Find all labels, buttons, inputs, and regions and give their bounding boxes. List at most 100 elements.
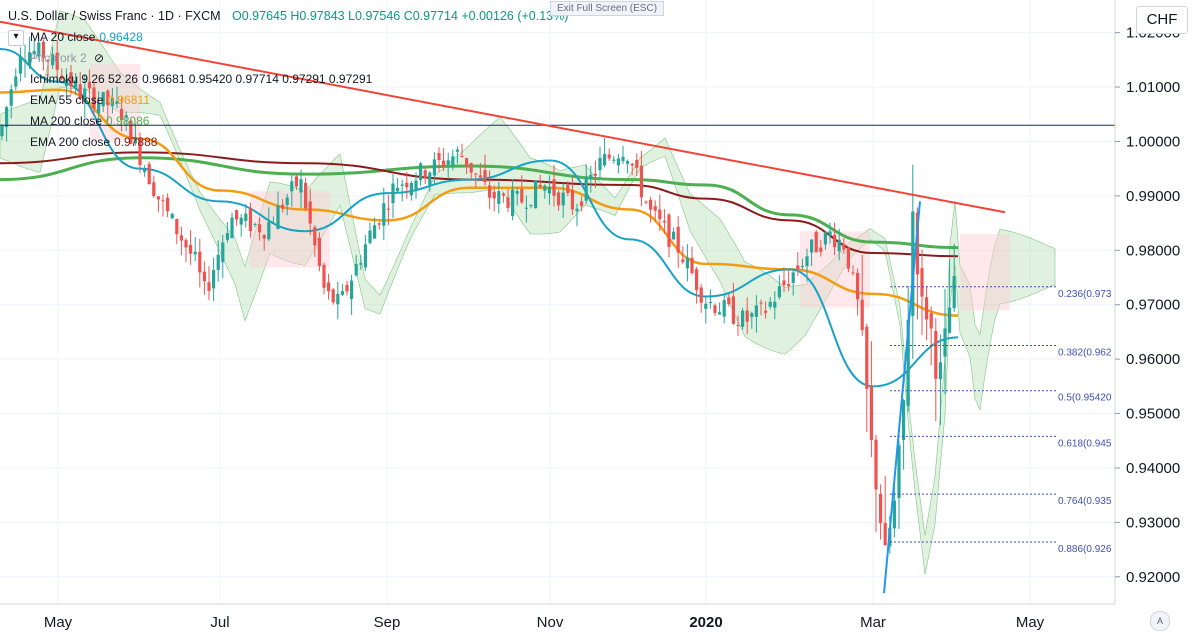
candle[interactable] — [892, 500, 896, 529]
auto-scale-button[interactable]: A — [1150, 611, 1170, 631]
candle[interactable] — [74, 80, 78, 88]
candle[interactable] — [455, 149, 459, 152]
candle[interactable] — [55, 52, 59, 70]
candle[interactable] — [874, 439, 878, 490]
candle[interactable] — [639, 165, 643, 198]
hidden-eye-icon[interactable]: ⊘ — [90, 51, 105, 65]
candle[interactable] — [745, 310, 749, 322]
candle[interactable] — [704, 303, 708, 309]
candle[interactable] — [101, 92, 105, 107]
candle[interactable] — [759, 302, 763, 304]
candle[interactable] — [478, 175, 482, 178]
candle[interactable] — [598, 157, 602, 171]
candle[interactable] — [593, 173, 597, 176]
candle[interactable] — [773, 301, 777, 308]
candle[interactable] — [580, 201, 584, 207]
candle[interactable] — [212, 269, 216, 289]
candle[interactable] — [442, 160, 446, 167]
candle[interactable] — [106, 90, 110, 106]
candle[interactable] — [782, 280, 786, 286]
candle[interactable] — [156, 196, 160, 200]
candle[interactable] — [115, 101, 119, 104]
candle[interactable] — [92, 87, 96, 109]
candle[interactable] — [225, 233, 229, 240]
legend-row[interactable]: ▾ MA 20 close 0.96428 — [8, 27, 568, 48]
candle[interactable] — [727, 297, 731, 305]
candle[interactable] — [879, 493, 883, 524]
candle[interactable] — [354, 264, 358, 276]
candle[interactable] — [83, 88, 87, 103]
candle[interactable] — [285, 197, 289, 205]
candle[interactable] — [690, 257, 694, 274]
candle[interactable] — [483, 169, 487, 183]
candle[interactable] — [603, 153, 607, 166]
candle[interactable] — [621, 156, 625, 162]
candle[interactable] — [635, 159, 639, 168]
candle[interactable] — [396, 187, 400, 192]
candle[interactable] — [777, 286, 781, 298]
candle[interactable] — [833, 234, 837, 248]
candle[interactable] — [915, 212, 919, 275]
candle[interactable] — [658, 209, 662, 220]
candle[interactable] — [837, 239, 841, 252]
legend-row[interactable]: EMA 55 close 0.96811 — [8, 90, 568, 111]
candle[interactable] — [616, 158, 620, 166]
candle[interactable] — [143, 168, 147, 172]
candle[interactable] — [18, 56, 22, 74]
candle[interactable] — [488, 185, 492, 198]
candle[interactable] — [736, 325, 740, 327]
candle[interactable] — [451, 156, 455, 167]
candle[interactable] — [386, 208, 390, 210]
candle[interactable] — [216, 254, 220, 270]
candle[interactable] — [474, 173, 478, 175]
candle[interactable] — [446, 160, 450, 165]
candle[interactable] — [566, 184, 570, 193]
candle[interactable] — [828, 231, 832, 236]
candle[interactable] — [764, 310, 768, 313]
candle[interactable] — [124, 115, 128, 118]
candle[interactable] — [534, 180, 538, 209]
candle[interactable] — [409, 182, 413, 196]
candle[interactable] — [198, 251, 202, 273]
candle[interactable] — [161, 200, 165, 202]
candle[interactable] — [9, 89, 13, 106]
candle[interactable] — [248, 208, 252, 232]
legend-row[interactable]: EMA 200 close 0.97888 — [8, 132, 568, 153]
candle[interactable] — [800, 265, 804, 268]
candle[interactable] — [911, 211, 915, 316]
candle[interactable] — [193, 251, 197, 255]
candle[interactable] — [258, 224, 262, 233]
candle[interactable] — [524, 207, 528, 209]
candle[interactable] — [741, 310, 745, 327]
candle[interactable] — [708, 301, 712, 303]
candle[interactable] — [819, 247, 823, 252]
candle[interactable] — [925, 297, 929, 320]
candle[interactable] — [437, 153, 441, 161]
candle[interactable] — [51, 54, 55, 66]
candle[interactable] — [60, 75, 64, 79]
candle[interactable] — [239, 217, 243, 225]
candle[interactable] — [626, 161, 630, 164]
candle[interactable] — [230, 217, 234, 239]
candle[interactable] — [649, 199, 653, 210]
candle[interactable] — [506, 197, 510, 209]
candle[interactable] — [805, 256, 809, 267]
candle[interactable] — [722, 300, 726, 317]
candle[interactable] — [575, 208, 579, 212]
candle[interactable] — [120, 108, 124, 121]
candle[interactable] — [948, 307, 952, 333]
candle[interactable] — [64, 79, 68, 87]
candle[interactable] — [570, 190, 574, 210]
candle[interactable] — [842, 244, 846, 250]
candle[interactable] — [865, 326, 869, 389]
candle[interactable] — [883, 523, 887, 546]
candle[interactable] — [695, 269, 699, 291]
candle[interactable] — [331, 289, 335, 303]
candle[interactable] — [630, 163, 634, 166]
candle[interactable] — [731, 296, 735, 324]
candle[interactable] — [340, 291, 344, 295]
candle[interactable] — [166, 197, 170, 212]
candle[interactable] — [46, 60, 50, 62]
descending-trendline[interactable] — [0, 20, 1006, 214]
candle[interactable] — [699, 287, 703, 303]
